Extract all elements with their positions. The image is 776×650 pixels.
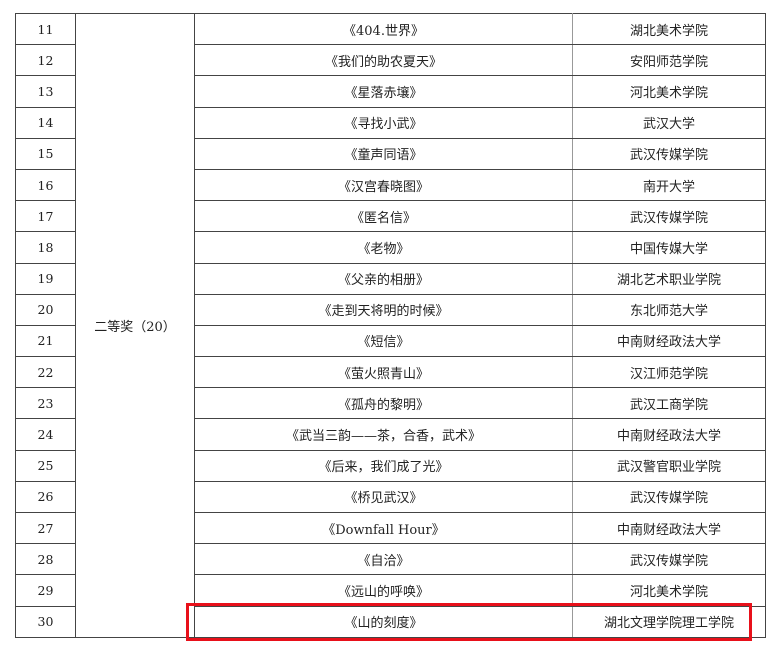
work-title: 《老物》 [194, 231, 573, 264]
work-title: 《萤火照青山》 [194, 356, 573, 389]
school-name: 湖北美术学院 [572, 12, 766, 46]
work-title: 《山的刻度》 [194, 605, 573, 638]
school-name: 汉江师范学院 [572, 356, 766, 389]
work-title: 《桥见武汉》 [194, 480, 573, 514]
school-name: 河北美术学院 [572, 574, 766, 607]
row-number: 15 [15, 137, 76, 170]
table-row: 20 《走到天将明的时候》 东北师范大学 [15, 293, 766, 326]
row-number: 17 [15, 200, 76, 233]
table-row: 21 《短信》 中南财经政法大学 [15, 324, 766, 358]
table-row: 30 《山的刻度》 湖北文理学院理工学院 [15, 605, 766, 638]
table-row: 22 《萤火照青山》 汉江师范学院 [15, 356, 766, 389]
row-number: 14 [15, 106, 76, 139]
school-name: 安阳师范学院 [572, 44, 766, 77]
school-name: 湖北文理学院理工学院 [572, 605, 766, 638]
work-title: 《星落赤壤》 [194, 75, 573, 108]
row-number: 16 [15, 168, 76, 202]
row-number: 18 [15, 231, 76, 264]
work-title: 《匿名信》 [194, 200, 573, 233]
table-row: 17 《匿名信》 武汉传媒学院 [15, 200, 766, 233]
work-title: 《远山的呼唤》 [194, 574, 573, 607]
school-name: 中南财经政法大学 [572, 418, 766, 451]
row-number: 29 [15, 574, 76, 607]
table-row: 19 《父亲的相册》 湖北艺术职业学院 [15, 262, 766, 295]
table-row: 11 二等奖（20） 《404.世界》 湖北美术学院 [15, 12, 766, 638]
work-title: 《孤舟的黎明》 [194, 387, 573, 420]
table-row: 14 《寻找小武》 武汉大学 [15, 106, 766, 139]
row-number: 25 [15, 449, 76, 482]
work-title: 《404.世界》 [194, 12, 573, 46]
row-number: 23 [15, 387, 76, 420]
row-number: 19 [15, 262, 76, 295]
row-number: 24 [15, 418, 76, 451]
school-name: 湖北艺术职业学院 [572, 262, 766, 295]
school-name: 东北师范大学 [572, 293, 766, 326]
row-number: 30 [15, 605, 76, 638]
school-name: 中国传媒大学 [572, 231, 766, 264]
work-title: 《父亲的相册》 [194, 262, 573, 295]
work-title: 《武当三韵——茶，合香，武术》 [194, 418, 573, 451]
row-number: 22 [15, 356, 76, 389]
row-number: 11 [15, 12, 76, 46]
row-number: 28 [15, 543, 76, 576]
work-title: 《走到天将明的时候》 [194, 293, 573, 326]
work-title: 《汉宫春晓图》 [194, 168, 573, 202]
work-title: 《我们的助农夏天》 [194, 44, 573, 77]
table-row: 13 《星落赤壤》 河北美术学院 [15, 75, 766, 108]
table-row: 15 《童声同语》 武汉传媒学院 [15, 137, 766, 170]
table-row: 28 《自洽》 武汉传媒学院 [15, 543, 766, 576]
school-name: 武汉传媒学院 [572, 543, 766, 576]
school-name: 中南财经政法大学 [572, 511, 766, 545]
school-name: 武汉工商学院 [572, 387, 766, 420]
work-title: 《寻找小武》 [194, 106, 573, 139]
school-name: 南开大学 [572, 168, 766, 202]
awards-table: 11 二等奖（20） 《404.世界》 湖北美术学院 12 《我们的助农夏天》 安阳师范学院… [15, 12, 766, 638]
school-name: 武汉警官职业学院 [572, 449, 766, 482]
work-title: 《Downfall Hour》 [194, 511, 573, 545]
school-name: 武汉大学 [572, 106, 766, 139]
row-number: 20 [15, 293, 76, 326]
work-title: 《短信》 [194, 324, 573, 358]
award-group-cell: 二等奖（20） [75, 13, 195, 638]
school-name: 河北美术学院 [572, 75, 766, 108]
table-row: 26 《桥见武汉》 武汉传媒学院 [15, 480, 766, 514]
work-title: 《自洽》 [194, 543, 573, 576]
row-number: 21 [15, 324, 76, 358]
school-name: 武汉传媒学院 [572, 137, 766, 170]
school-name: 武汉传媒学院 [572, 200, 766, 233]
work-title: 《童声同语》 [194, 137, 573, 170]
row-number: 27 [15, 511, 76, 545]
row-number: 12 [15, 44, 76, 77]
work-title: 《后来，我们成了光》 [194, 449, 573, 482]
row-number: 13 [15, 75, 76, 108]
table-row: 24 《武当三韵——茶，合香，武术》 中南财经政法大学 [15, 418, 766, 451]
table-row: 16 《汉宫春晓图》 南开大学 [15, 168, 766, 202]
school-name: 武汉传媒学院 [572, 480, 766, 514]
table-row: 18 《老物》 中国传媒大学 [15, 231, 766, 264]
school-name: 中南财经政法大学 [572, 324, 766, 358]
table-row: 12 《我们的助农夏天》 安阳师范学院 [15, 44, 766, 77]
row-number: 26 [15, 480, 76, 514]
